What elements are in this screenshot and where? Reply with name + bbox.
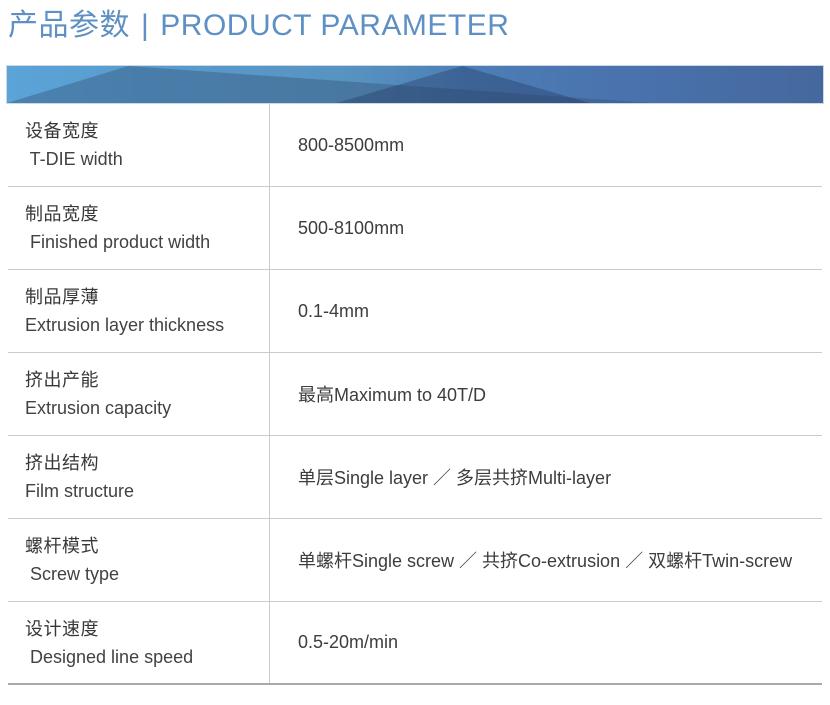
param-label-cell: 挤出结构 Film structure (8, 436, 270, 518)
param-label-cell: 设计速度 Designed line speed (8, 602, 270, 683)
param-label-zh: 螺杆模式 (25, 536, 99, 556)
param-label-zh: 挤出产能 (25, 370, 99, 390)
table-row: 制品宽度 Finished product width 500-8100mm (8, 187, 822, 270)
param-label-zh: 制品厚薄 (25, 287, 99, 307)
param-label-en: Film structure (25, 481, 135, 501)
param-value: 最高Maximum to 40T/D (298, 385, 487, 405)
param-label-en: T-DIE width (25, 149, 123, 169)
param-label-zh: 设备宽度 (25, 121, 99, 141)
page-title-en: PRODUCT PARAMETER (160, 9, 510, 42)
table-row: 螺杆模式 Screw type 单螺杆Single screw ／ 共挤Co-e… (8, 519, 822, 602)
page-title: 产品参数 | PRODUCT PARAMETER (8, 8, 830, 44)
title-separator: | (141, 9, 150, 42)
param-label-en: Extrusion capacity (25, 398, 172, 418)
param-value: 单螺杆Single screw ／ 共挤Co-extrusion ／ 双螺杆Tw… (298, 551, 793, 571)
param-label-en: Designed line speed (25, 646, 194, 667)
param-label-cell: 制品厚薄 Extrusion layer thickness (8, 270, 270, 352)
decorative-banner (6, 65, 824, 104)
param-value: 单层Single layer ／ 多层共挤Multi-layer (298, 468, 612, 488)
param-label-en: Extrusion layer thickness (25, 315, 225, 335)
param-value: 0.1-4mm (298, 300, 370, 321)
page-title-zh: 产品参数 (8, 9, 130, 42)
param-label-cell: 挤出产能 Extrusion capacity (8, 353, 270, 435)
table-row: 制品厚薄 Extrusion layer thickness 0.1-4mm (8, 270, 822, 353)
param-label-cell: 制品宽度 Finished product width (8, 187, 270, 269)
param-value: 500-8100mm (298, 217, 405, 238)
parameter-table: 设备宽度 T-DIE width 800-8500mm 制品宽度 Finishe… (8, 104, 822, 685)
table-row: 设计速度 Designed line speed 0.5-20m/min (8, 602, 822, 685)
table-row: 挤出结构 Film structure 单层Single layer ／ 多层共… (8, 436, 822, 519)
table-row: 设备宽度 T-DIE width 800-8500mm (8, 104, 822, 187)
param-label-zh: 制品宽度 (25, 204, 99, 224)
param-label-zh: 挤出结构 (25, 453, 99, 473)
param-label-zh: 设计速度 (25, 618, 99, 639)
param-label-en: Screw type (25, 564, 120, 584)
param-value: 0.5-20m/min (298, 632, 399, 652)
table-row: 挤出产能 Extrusion capacity 最高Maximum to 40T… (8, 353, 822, 436)
param-label-cell: 设备宽度 T-DIE width (8, 104, 270, 186)
param-label-cell: 螺杆模式 Screw type (8, 519, 270, 601)
param-value: 800-8500mm (298, 134, 405, 155)
param-label-en: Finished product width (25, 232, 211, 252)
